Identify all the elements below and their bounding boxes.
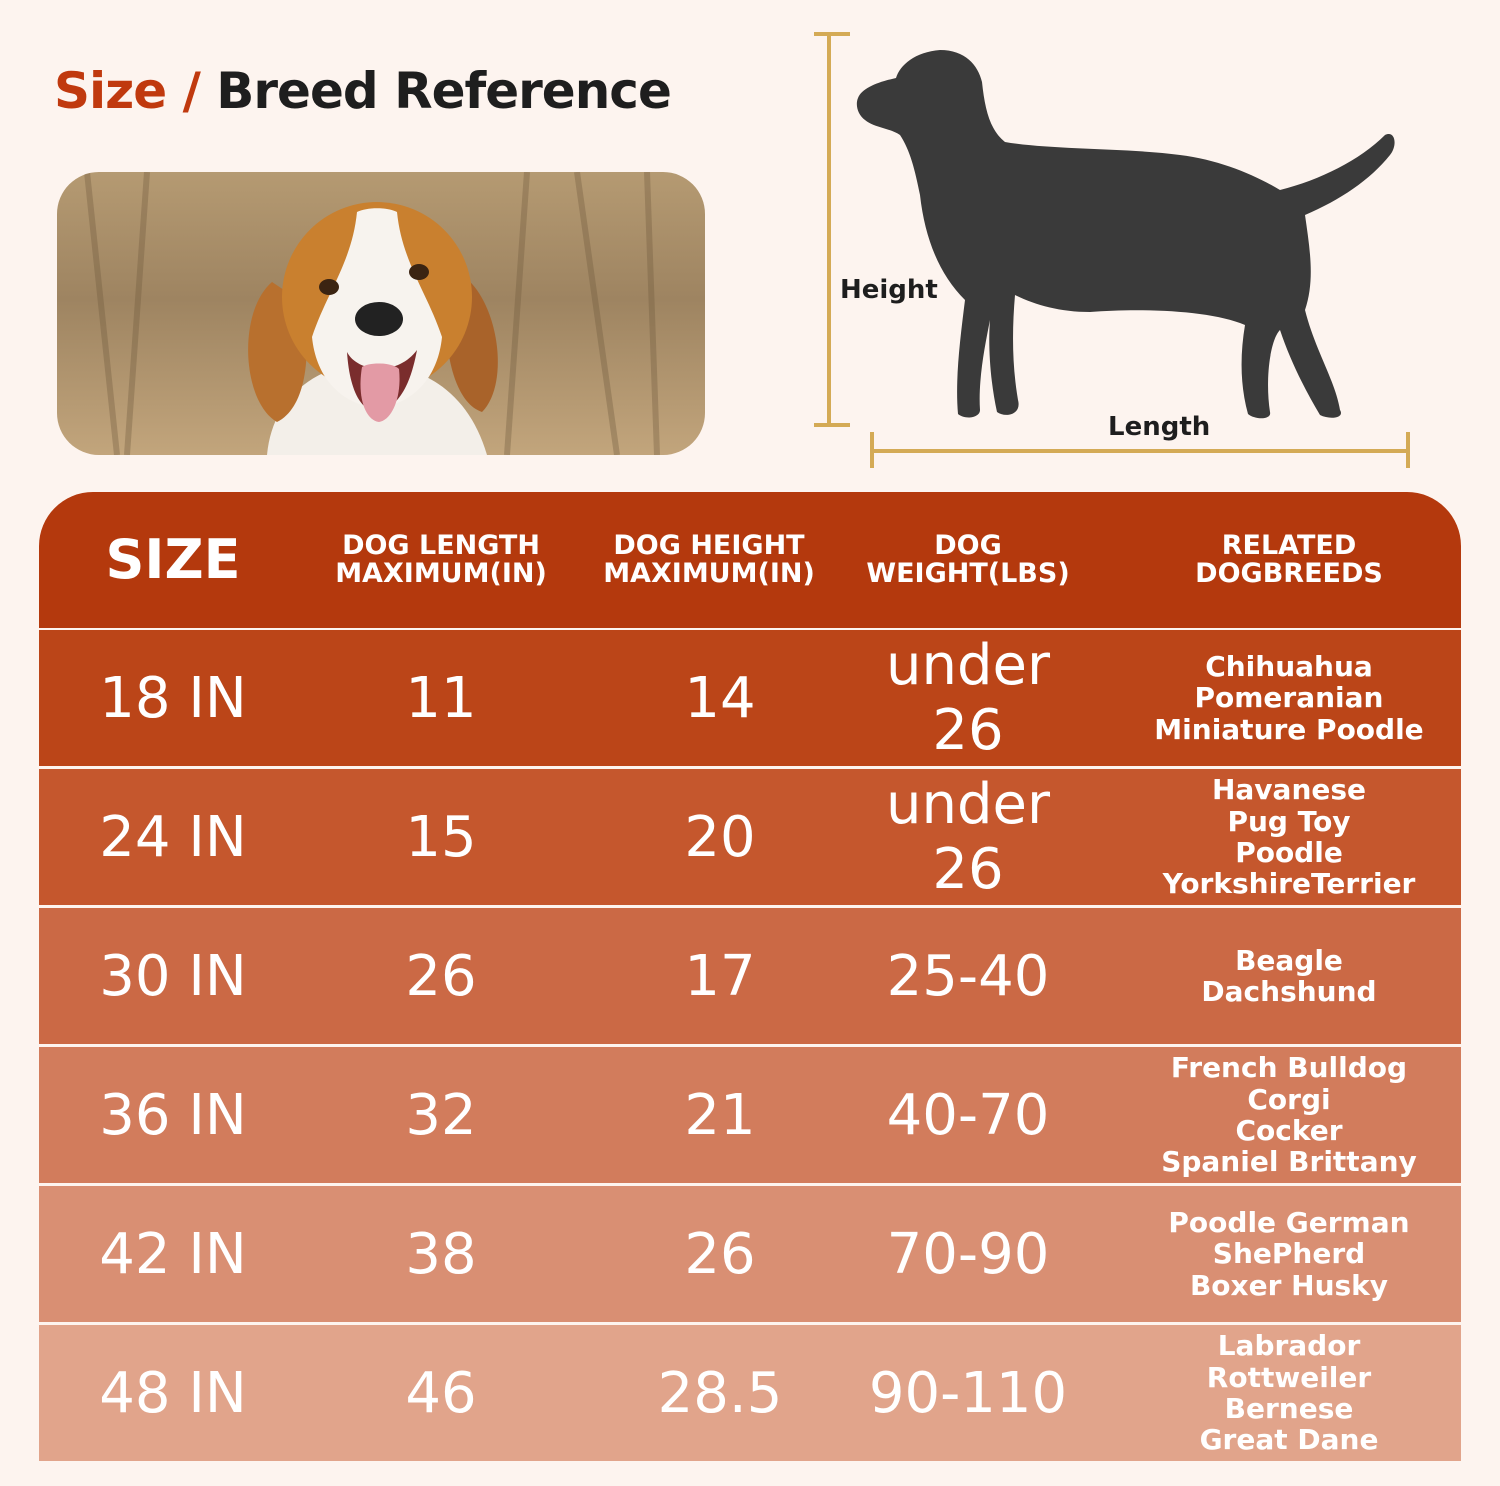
breed-name: Miniature Poodle — [1154, 712, 1424, 746]
title-breed-reference: Breed Reference — [216, 62, 672, 120]
breed-name: Havanese — [1211, 773, 1367, 807]
breed-name: Poodle — [1235, 836, 1343, 869]
header-height-line2: MAXIMUM(IN) — [603, 558, 815, 589]
breed-name: Labrador — [1217, 1329, 1361, 1363]
cell-weight: 40-70 — [886, 1082, 1050, 1148]
header-length-line2: MAXIMUM(IN) — [335, 558, 547, 589]
beagle-photo — [57, 172, 705, 455]
breed-name: Great Dane — [1199, 1423, 1379, 1457]
breed-name: ShePherd — [1212, 1237, 1366, 1271]
cell-weight: under 26 — [885, 772, 1050, 902]
table-row: 18 IN 11 14 under 26 Chihuahua Pomeranian Mini… — [39, 630, 1461, 766]
cell-length: 15 — [405, 804, 477, 870]
header-size: SIZE — [105, 527, 241, 591]
cell-height: 26 — [684, 1221, 756, 1287]
cell-size: 18 IN — [99, 665, 247, 731]
cell-weight: under 26 — [885, 633, 1050, 763]
breed-name: Bernese — [1224, 1392, 1354, 1425]
cell-length: 26 — [405, 943, 477, 1009]
cell-size: 24 IN — [99, 804, 247, 870]
page-title: Size / Breed Reference — [54, 62, 672, 120]
dog-measurement-diagram: Height Length — [800, 20, 1440, 480]
cell-height: 17 — [684, 943, 756, 1009]
breed-name: Pug Toy — [1227, 804, 1351, 838]
breed-name: Beagle — [1235, 943, 1343, 977]
cell-breeds: Beagle Dachshund — [1139, 908, 1439, 1044]
table-row: 30 IN 26 17 25-40 Beagle Dachshund — [39, 908, 1461, 1044]
table-header: SIZE DOG LENGTH MAXIMUM(IN) DOG HEIGHT M… — [39, 492, 1461, 628]
breed-name: Rottweiler — [1206, 1360, 1372, 1394]
breed-name: YorkshireTerrier — [1162, 867, 1416, 901]
length-label: Length — [1108, 412, 1211, 442]
cell-size: 42 IN — [99, 1221, 247, 1287]
cell-height: 14 — [684, 665, 756, 731]
header-weight-line2: WEIGHT(LBS) — [866, 558, 1070, 589]
breed-name: Corgi — [1247, 1082, 1331, 1116]
dog-silhouette — [856, 50, 1395, 419]
header-length: DOG LENGTH MAXIMUM(IN) — [307, 492, 575, 628]
cell-breeds: Labrador Rottweiler Bernese Great Dane — [1139, 1325, 1439, 1461]
breed-name: Chihuahua — [1205, 649, 1373, 683]
header-height: DOG HEIGHT MAXIMUM(IN) — [575, 492, 843, 628]
cell-breeds: French Bulldog Corgi Cocker Spaniel Brittan… — [1139, 1047, 1439, 1183]
table-row: 48 IN 46 28.5 90-110 Labrador Rottweiler Berne… — [39, 1325, 1461, 1461]
title-separator: / — [182, 62, 201, 120]
cell-length: 11 — [405, 665, 477, 731]
breed-name: Boxer Husky — [1189, 1268, 1389, 1302]
height-label: Height — [840, 275, 938, 305]
cell-breeds: Chihuahua Pomeranian Miniature Poodle — [1139, 630, 1439, 766]
size-table: SIZE DOG LENGTH MAXIMUM(IN) DOG HEIGHT M… — [39, 492, 1461, 1462]
header-length-line1: DOG LENGTH — [342, 529, 540, 561]
header-height-line1: DOG HEIGHT — [613, 529, 805, 561]
breed-name: Dachshund — [1201, 975, 1377, 1008]
cell-breeds: Poodle German ShePherd Boxer Husky — [1139, 1186, 1439, 1322]
breed-name: Poodle German — [1168, 1205, 1410, 1239]
cell-weight: 70-90 — [886, 1221, 1050, 1287]
cell-breeds: Havanese Pug Toy Poodle YorkshireTerrier — [1139, 769, 1439, 905]
breed-name: Spaniel Brittany — [1161, 1145, 1417, 1179]
cell-weight: 25-40 — [886, 943, 1050, 1009]
cell-length: 46 — [405, 1360, 477, 1426]
cell-weight: 90-110 — [868, 1360, 1068, 1426]
cell-size: 36 IN — [99, 1082, 247, 1148]
cell-size: 48 IN — [99, 1360, 247, 1426]
cell-size: 30 IN — [99, 943, 247, 1009]
breed-name: Cocker — [1235, 1114, 1343, 1147]
header-breeds: RELATED DOGBREEDS — [1139, 492, 1439, 628]
cell-height: 21 — [684, 1082, 756, 1148]
table-row: 24 IN 15 20 under 26 Havanese Pug Toy Poodle Yo… — [39, 769, 1461, 905]
cell-length: 32 — [405, 1082, 477, 1148]
table-row: 42 IN 38 26 70-90 Poodle German ShePherd Boxer… — [39, 1186, 1461, 1322]
breed-name: French Bulldog — [1170, 1051, 1408, 1085]
header-breeds-line1: RELATED — [1221, 529, 1357, 561]
header-breeds-line2: DOGBREEDS — [1195, 558, 1383, 589]
cell-height: 28.5 — [657, 1360, 783, 1426]
cell-height: 20 — [684, 804, 756, 870]
title-size: Size — [54, 62, 167, 120]
table-row: 36 IN 32 21 40-70 French Bulldog Corgi Cocker S… — [39, 1047, 1461, 1183]
header-weight: DOG WEIGHT(LBS) — [843, 492, 1093, 628]
cell-length: 38 — [405, 1221, 477, 1287]
breed-name: Pomeranian — [1194, 681, 1384, 715]
header-weight-line1: DOG — [934, 529, 1002, 561]
